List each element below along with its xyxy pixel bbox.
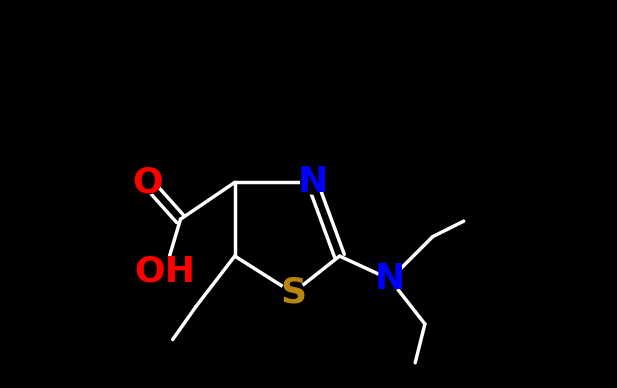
Text: OH: OH bbox=[135, 255, 196, 289]
Circle shape bbox=[300, 171, 324, 194]
Text: O: O bbox=[132, 165, 163, 199]
Circle shape bbox=[378, 268, 402, 291]
Text: N: N bbox=[375, 262, 405, 296]
Text: S: S bbox=[280, 276, 306, 310]
Text: N: N bbox=[297, 165, 328, 199]
Circle shape bbox=[150, 257, 180, 286]
Circle shape bbox=[136, 171, 159, 194]
Circle shape bbox=[281, 281, 305, 305]
